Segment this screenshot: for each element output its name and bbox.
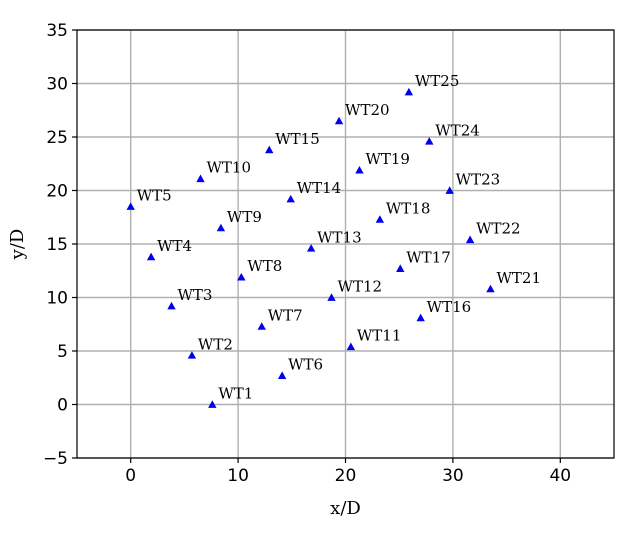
turbine-label: WT18 [386, 199, 431, 217]
turbine-marker [486, 284, 495, 293]
turbine-label: WT2 [198, 335, 233, 353]
y-tick-label: 25 [46, 128, 68, 148]
y-tick-label: 20 [46, 182, 68, 202]
turbine-marker [416, 313, 425, 322]
turbine-label: WT4 [157, 237, 192, 255]
turbine-marker [346, 342, 356, 351]
turbine-label: WT10 [207, 159, 252, 177]
turbine-label: WT8 [247, 257, 282, 275]
turbine-label: WT11 [357, 327, 402, 345]
x-tick-label: 30 [442, 466, 464, 486]
x-tick-label: 0 [125, 466, 136, 486]
x-tick-label: 10 [227, 466, 249, 486]
turbine-label: WT12 [338, 278, 383, 296]
turbine-label: WT9 [227, 208, 262, 226]
turbine-marker [375, 215, 385, 223]
turbine-marker [327, 293, 336, 301]
turbine-marker [126, 202, 135, 210]
turbine-label: WT19 [365, 150, 410, 168]
turbine-label: WT13 [317, 228, 362, 246]
turbine-marker [167, 301, 176, 310]
turbine-label: WT6 [288, 356, 323, 374]
turbine-label: WT21 [496, 269, 541, 287]
turbine-label: WT20 [345, 101, 390, 119]
turbine-marker [334, 116, 344, 125]
y-tick-label: −5 [43, 449, 68, 469]
turbine-label: WT24 [435, 121, 480, 139]
turbine-marker [465, 235, 475, 244]
turbine-marker [187, 351, 197, 359]
turbine-marker [146, 252, 156, 261]
y-axis-label: y/D [7, 229, 28, 261]
turbine-label: WT16 [427, 298, 472, 316]
turbine-label: WT1 [218, 385, 253, 403]
turbine-label: WT15 [275, 130, 320, 148]
turbine-marker [396, 264, 405, 272]
turbine-marker [208, 400, 217, 408]
turbine-marker [306, 244, 316, 252]
turbine-marker [216, 223, 226, 232]
turbine-marker [257, 322, 266, 330]
turbine-label: WT3 [178, 286, 213, 304]
x-axis-ticks: 0 10 20 30 40 [125, 458, 571, 486]
y-tick-label: 35 [46, 21, 68, 41]
turbine-label: WT22 [476, 220, 521, 238]
x-tick-label: 40 [549, 466, 571, 486]
turbine-marker [196, 174, 205, 183]
y-tick-label: 0 [57, 396, 68, 416]
x-tick-label: 20 [335, 466, 357, 486]
turbine-label: WT7 [268, 306, 303, 324]
turbine-marker [286, 194, 295, 203]
data-points: WT1 WT2 WT3 WT4 WT5 WT6 WT7 WT8 WT9 WT10 WT11 WT12 W… [126, 72, 541, 408]
turbine-marker [237, 272, 246, 281]
turbine-marker [425, 137, 434, 145]
turbine-label: WT17 [406, 249, 451, 267]
turbine-label: WT14 [297, 179, 342, 197]
y-tick-label: 5 [57, 342, 68, 362]
turbine-marker [445, 186, 454, 194]
turbine-marker [355, 165, 364, 174]
turbine-marker [265, 145, 274, 154]
y-axis-ticks: −5 0 5 10 15 20 25 30 35 [43, 21, 77, 469]
turbine-label: WT23 [456, 171, 501, 189]
turbine-marker [277, 371, 287, 379]
turbine-label: WT25 [415, 72, 460, 90]
y-tick-label: 10 [46, 289, 68, 309]
y-tick-label: 15 [46, 235, 68, 255]
turbine-marker [404, 87, 414, 96]
turbine-label: WT5 [137, 187, 172, 205]
x-axis-label: x/D [330, 498, 361, 519]
y-tick-label: 30 [46, 75, 68, 95]
